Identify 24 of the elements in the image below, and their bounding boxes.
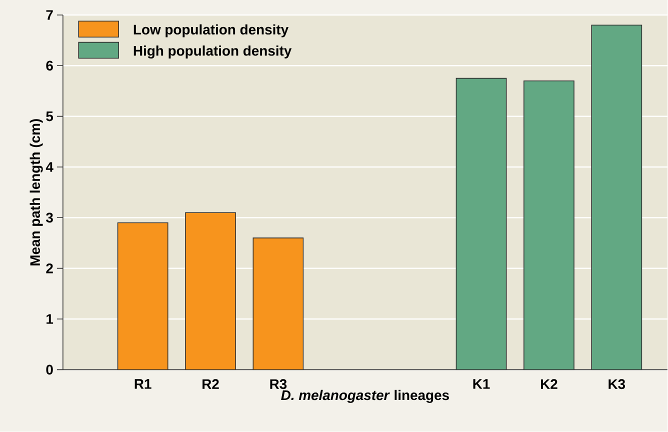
legend-label: Low population density xyxy=(134,24,289,38)
x-tick-label: R2 xyxy=(202,379,219,390)
bar xyxy=(252,238,304,370)
bar xyxy=(185,212,236,370)
y-tick-label: 7 xyxy=(46,10,53,20)
y-tick-label: 5 xyxy=(46,112,54,122)
y-tick-label: 6 xyxy=(46,60,53,71)
bar xyxy=(118,222,168,370)
x-tick-label: K2 xyxy=(540,379,558,390)
y-axis-title: Mean path length (cm) xyxy=(30,119,43,266)
y-tick-label: 3 xyxy=(46,212,53,223)
y-tick-label: 4 xyxy=(46,162,54,172)
bar xyxy=(456,78,506,370)
x-tick-label: R1 xyxy=(134,379,152,389)
bar xyxy=(591,24,642,370)
x-axis-title: D. melanogaster lineages xyxy=(281,390,449,404)
legend-label: High population density xyxy=(134,46,292,59)
x-tick-label: R3 xyxy=(270,379,287,390)
y-tick-label: 1 xyxy=(46,314,54,324)
bar xyxy=(524,81,574,370)
x-tick-label: K3 xyxy=(608,379,626,390)
y-tick-label: 0 xyxy=(46,364,53,375)
x-tick-label: K1 xyxy=(473,379,490,389)
y-tick-label: 2 xyxy=(46,264,53,274)
